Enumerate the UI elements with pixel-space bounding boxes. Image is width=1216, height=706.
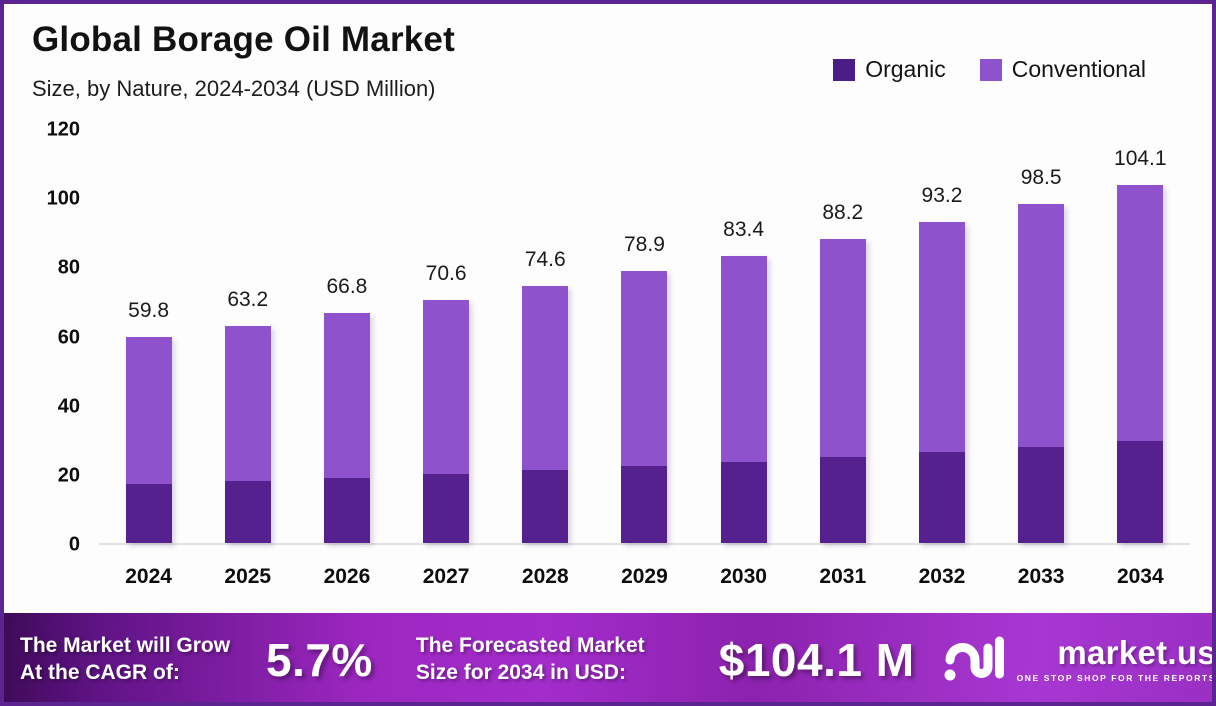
bar-group-2027: 70.6 2027 xyxy=(423,130,470,588)
total-label-2024: 59.8 xyxy=(128,299,170,323)
forecast-value: $104.1 M xyxy=(718,633,915,686)
conventional-segment-2024 xyxy=(125,337,172,485)
total-label-2031: 88.2 xyxy=(822,201,864,225)
y-tick-100: 100 xyxy=(46,187,80,210)
x-axis-label-2032: 2032 xyxy=(918,565,966,588)
y-tick-80: 80 xyxy=(57,256,80,279)
page-subtitle: Size, by Nature, 2024-2034 (USD Million) xyxy=(32,76,436,101)
page-title: Global Borage Oil Market xyxy=(32,20,455,59)
stacked-bar-2034 xyxy=(1117,184,1164,543)
brand-text: market.us ONE STOP SHOP FOR THE REPORTS xyxy=(1016,634,1216,683)
total-label-2034: 104.1 xyxy=(1114,146,1167,170)
x-axis-label-2031: 2031 xyxy=(819,565,867,588)
organic-segment-2024 xyxy=(125,484,172,543)
forecast-label-line2: Size for 2034 in USD: xyxy=(415,660,626,684)
stacked-bar-2026 xyxy=(323,313,370,543)
conventional-segment-2032 xyxy=(918,222,965,453)
stacked-bar-2032 xyxy=(918,222,965,543)
stacked-bar-2031 xyxy=(819,239,866,543)
organic-color-swatch xyxy=(833,58,856,81)
total-label-2030: 83.4 xyxy=(723,217,765,241)
brand-name: market.us xyxy=(1057,634,1216,671)
legend-label-conventional: Conventional xyxy=(1011,56,1146,82)
bar-group-2029: 78.9 2029 xyxy=(621,130,668,588)
stacked-bar-2030 xyxy=(720,255,767,543)
bar-group-2025: 63.2 2025 xyxy=(224,130,271,589)
organic-segment-2025 xyxy=(224,481,271,543)
x-axis-label-2030: 2030 xyxy=(720,565,767,588)
forecast-label-line1: The Forecasted Market xyxy=(415,634,645,658)
organic-segment-2034 xyxy=(1117,441,1164,543)
stacked-bar-2033 xyxy=(1018,204,1065,543)
cagr-value: 5.7% xyxy=(265,633,373,686)
conventional-segment-2026 xyxy=(323,313,370,478)
x-axis-label-2024: 2024 xyxy=(125,565,172,588)
legend-label-organic: Organic xyxy=(865,56,946,82)
organic-segment-2028 xyxy=(522,470,569,543)
stacked-bar-2027 xyxy=(423,300,470,543)
cagr-label-line1: The Market will Grow xyxy=(20,634,231,658)
bar-group-2028: 74.6 2028 xyxy=(522,130,569,588)
organic-segment-2030 xyxy=(720,461,767,543)
conventional-segment-2025 xyxy=(224,325,271,482)
x-axis-label-2033: 2033 xyxy=(1017,565,1065,588)
cagr-label-line2: At the CAGR of: xyxy=(20,660,180,684)
y-tick-20: 20 xyxy=(57,464,80,487)
x-axis-label-2028: 2028 xyxy=(521,565,569,588)
conventional-segment-2027 xyxy=(423,300,470,475)
organic-segment-2026 xyxy=(323,477,370,543)
y-tick-0: 0 xyxy=(68,533,80,556)
bar-group-2031: 88.2 2031 xyxy=(819,130,866,588)
conventional-segment-2029 xyxy=(621,271,668,467)
brand-logo: market.us ONE STOP SHOP FOR THE REPORTS xyxy=(943,634,1216,684)
x-axis-label-2029: 2029 xyxy=(621,565,668,588)
conventional-segment-2031 xyxy=(819,239,866,458)
legend-item-organic: Organic xyxy=(833,56,946,83)
bar-group-2034: 104.1 2034 xyxy=(1114,130,1167,588)
y-tick-120: 120 xyxy=(46,118,80,141)
total-label-2025: 63.2 xyxy=(227,287,269,311)
conventional-segment-2033 xyxy=(1018,204,1065,447)
organic-segment-2033 xyxy=(1018,446,1065,543)
x-axis-label-2034: 2034 xyxy=(1116,565,1164,588)
organic-segment-2029 xyxy=(621,466,668,543)
y-axis-labels: 0 20 40 60 80 100 120 xyxy=(4,119,80,556)
legend-item-conventional: Conventional xyxy=(979,56,1146,83)
brand-tagline: ONE STOP SHOP FOR THE REPORTS xyxy=(1016,673,1216,683)
plot-area: 59.8 2024 63.2 2025 66.8 2026 70.6 2027 74.6 2028… xyxy=(99,130,1190,589)
bar-group-2032: 93.2 2032 xyxy=(918,130,966,588)
footer-banner: The Market will Grow At the CAGR of: 5.7… xyxy=(4,613,1216,702)
cagr-label: The Market will Grow At the CAGR of: xyxy=(20,633,266,686)
y-tick-60: 60 xyxy=(57,326,80,348)
total-label-2032: 93.2 xyxy=(921,184,963,208)
conventional-segment-2030 xyxy=(720,255,767,462)
stacked-bar-2024 xyxy=(125,337,172,543)
forecast-label: The Forecasted Market Size for 2034 in U… xyxy=(416,633,719,686)
bar-group-2026: 66.8 2026 xyxy=(323,130,371,588)
marketus-logo-icon xyxy=(944,636,1004,680)
chart-legend: Organic Conventional xyxy=(833,56,1146,83)
organic-segment-2032 xyxy=(918,452,965,543)
x-axis-label-2027: 2027 xyxy=(422,565,470,588)
stacked-bar-2028 xyxy=(522,286,569,543)
total-label-2033: 98.5 xyxy=(1020,166,1062,189)
bar-group-2030: 83.4 2030 xyxy=(720,130,767,588)
organic-segment-2027 xyxy=(423,474,470,543)
conventional-segment-2028 xyxy=(522,286,569,471)
bar-group-2033: 98.5 2033 xyxy=(1018,130,1065,588)
x-axis-label-2026: 2026 xyxy=(323,565,371,588)
conventional-segment-2034 xyxy=(1117,184,1164,442)
y-tick-40: 40 xyxy=(57,395,80,418)
total-label-2027: 70.6 xyxy=(425,262,467,286)
stacked-bar-2025 xyxy=(224,325,271,544)
conventional-color-swatch xyxy=(979,58,1002,81)
organic-segment-2031 xyxy=(819,457,866,543)
stacked-bar-2029 xyxy=(621,271,668,543)
x-axis-label-2025: 2025 xyxy=(224,565,272,588)
total-label-2029: 78.9 xyxy=(624,233,665,257)
total-label-2028: 74.6 xyxy=(524,248,566,272)
bar-group-2024: 59.8 2024 xyxy=(125,130,172,588)
total-label-2026: 66.8 xyxy=(326,275,368,299)
